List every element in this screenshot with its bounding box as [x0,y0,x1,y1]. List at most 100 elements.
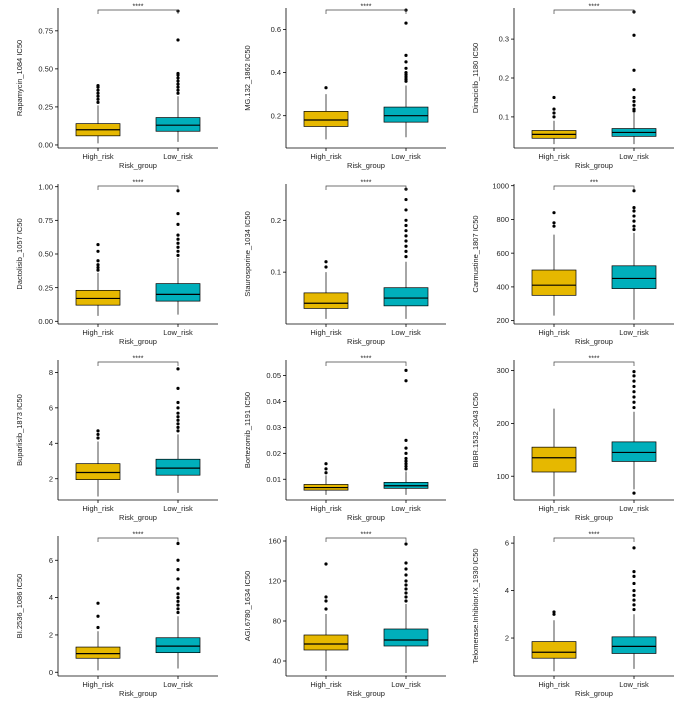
box-high-risk [303,462,349,495]
x-axis-title: Risk_group [575,161,613,170]
significance-label: *** [590,180,598,187]
boxplot-panel-1: 0.00 0.25 0.50 0.75 Rapamycin_1084 IC50 High_… [15,4,218,170]
outlier-point [176,38,180,42]
outlier-point [404,561,408,565]
outlier-point [632,405,636,410]
outlier-point [632,88,636,92]
significance-label: **** [589,4,600,11]
x-axis-title: Risk_group [119,689,157,698]
box-low-risk [611,10,657,145]
x-tick-label: High_risk [538,680,570,689]
box-low-risk [611,546,657,669]
outlier-point [96,436,100,440]
significance-label: **** [589,356,600,363]
outlier-point [96,97,100,101]
outlier-point [176,79,180,83]
outlier-point [176,429,180,433]
boxplot-panel-4: 0.00 0.25 0.50 0.75 1.00 Dactolisib_1057 IC50… [15,180,218,346]
boxplot-panel-7: 2 4 6 8 Buparlisib_1873 IC50 High_risk Low_ris… [15,356,218,522]
outlier-point [96,265,100,270]
box-high-risk [531,408,577,497]
x-axis-title: Risk_group [347,337,385,346]
outlier-point [176,592,180,596]
x-tick-label: High_risk [82,504,114,513]
y-tick-label: 0.03 [266,423,281,432]
iqr-box [303,634,349,651]
outlier-point [404,71,408,75]
outlier-point [96,432,100,437]
iqr-box [155,283,201,302]
significance-bracket [97,361,179,366]
y-tick-label: 120 [268,577,281,586]
x-tick-label: Low_risk [163,504,193,513]
outlier-point [96,268,100,272]
box-high-risk [75,242,121,316]
outlier-point [552,115,556,119]
y-tick-label: 2 [49,474,53,483]
iqr-box [75,289,121,306]
y-tick-label: 0.6 [271,25,281,34]
outlier-point [324,265,328,269]
significance-bracket [553,9,635,14]
outlier-point [404,53,408,57]
x-axis-title: Risk_group [347,161,385,170]
outlier-point [404,446,408,450]
outlier-point [176,245,180,249]
outlier-point [176,610,180,615]
outlier-point [176,222,180,226]
outlier-point [404,60,408,64]
boxplot-panel-9: 100 200 300 BIBR.1532_2043 IC50 High_risk Low… [471,356,674,522]
y-tick-label: 2 [49,631,53,640]
outlier-point [404,438,408,442]
x-axis-title: Risk_group [119,513,157,522]
outlier-point [404,451,408,455]
outlier-point [176,541,180,546]
box-low-risk [383,187,429,319]
y-axis-title: Buparlisib_1873 IC50 [15,394,24,466]
significance-label: **** [133,180,144,187]
outlier-point [632,603,636,607]
iqr-box [155,458,201,476]
outlier-point [632,107,636,111]
outlier-point [632,209,636,213]
outlier-point [632,370,636,374]
y-tick-label: 4 [49,593,53,602]
outlier-point [176,425,180,429]
outlier-point [96,614,100,618]
box-high-risk [303,562,349,671]
outlier-point [632,598,636,602]
box-low-risk [155,9,201,142]
y-tick-label: 4 [49,439,53,448]
box-high-risk [531,95,577,145]
x-tick-label: Low_risk [619,504,649,513]
outlier-point [404,66,408,70]
outlier-point [404,587,408,591]
x-tick-label: Low_risk [391,504,421,513]
outlier-point [324,467,328,471]
significance-label: **** [133,356,144,363]
outlier-point [96,100,100,104]
outlier-point [404,456,408,461]
outlier-point [632,491,636,495]
outlier-point [632,227,636,232]
significance-label: **** [589,532,600,539]
outlier-point [176,82,180,86]
outlier-point [176,91,180,95]
y-tick-label: 0.1 [271,268,281,277]
outlier-point [176,76,180,80]
y-axis-title: Rapamycin_1084 IC50 [15,40,24,116]
y-tick-label: 6 [49,556,53,565]
outlier-point [404,467,408,471]
outlier-point [176,586,180,590]
y-tick-label: 1.00 [38,182,53,191]
outlier-point [404,239,408,243]
outlier-point [176,233,180,237]
outlier-point [632,607,636,612]
y-tick-label: 2 [505,634,509,643]
significance-bracket [325,9,407,14]
outlier-point [176,603,180,607]
y-axis-title: Telomerase.Inhibitor.IX_1930 IC50 [471,548,480,663]
outlier-point [404,462,408,466]
x-axis-title: Risk_group [575,689,613,698]
outlier-point [176,558,180,562]
